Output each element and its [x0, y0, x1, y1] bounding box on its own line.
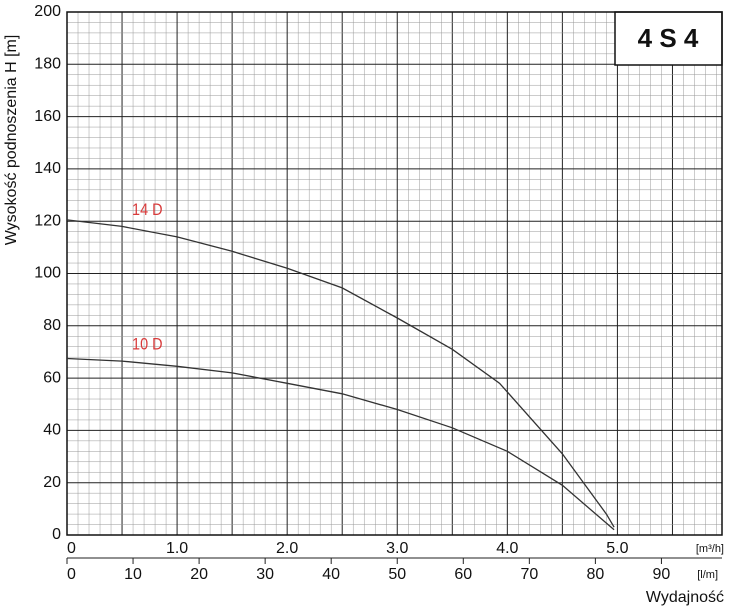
x2-tick-label: 80: [586, 566, 604, 583]
x-tick-label: 1.0: [166, 540, 188, 557]
y-tick-label: 20: [43, 474, 61, 491]
x-tick-label: 2.0: [276, 540, 298, 557]
y-tick-label: 60: [43, 369, 61, 386]
y-axis-label: Wysokość podnoszenia H [m]: [3, 35, 20, 246]
x2-unit: [l/m]: [697, 569, 718, 581]
curve: [66, 219, 615, 528]
curve: [66, 357, 615, 531]
x-tick-label: 3.0: [386, 540, 408, 557]
x-tick-label: 5.0: [606, 540, 628, 557]
y-tick-label: 0: [52, 526, 61, 543]
x2-tick-label: 50: [388, 566, 406, 583]
y-tick-label: 140: [34, 160, 61, 177]
y-tick-label: 180: [34, 56, 61, 73]
x2-tick-label: 20: [190, 566, 208, 583]
chart-title: 4 S 4: [638, 23, 699, 53]
y-tick-label: 80: [43, 317, 61, 334]
x2-tick-label: 0: [67, 566, 76, 583]
x-unit: [m³/h]: [696, 543, 724, 555]
x2-tick-label: 40: [322, 566, 340, 583]
y-tick-label: 100: [34, 265, 61, 282]
y-tick-label: 160: [34, 108, 61, 125]
x2-tick-label: 30: [256, 566, 274, 583]
x2-tick-label: 90: [653, 566, 671, 583]
title-box: [614, 11, 723, 66]
series-label: 14 D: [132, 201, 163, 219]
x2-tick-label: 60: [454, 566, 472, 583]
x-tick-label: 0: [67, 540, 76, 557]
x2-tick-label: 10: [124, 566, 142, 583]
y-tick-label: 40: [43, 422, 61, 439]
y-tick-label: 120: [34, 212, 61, 229]
series-label: 10 D: [132, 336, 163, 354]
plot-frame: [66, 11, 723, 536]
y-tick-label: 200: [34, 3, 61, 20]
grid: [66, 11, 722, 536]
x2-tick-label: 70: [520, 566, 538, 583]
x-tick-label: 4.0: [496, 540, 518, 557]
x-axis-label: Wydajność: [646, 589, 724, 606]
